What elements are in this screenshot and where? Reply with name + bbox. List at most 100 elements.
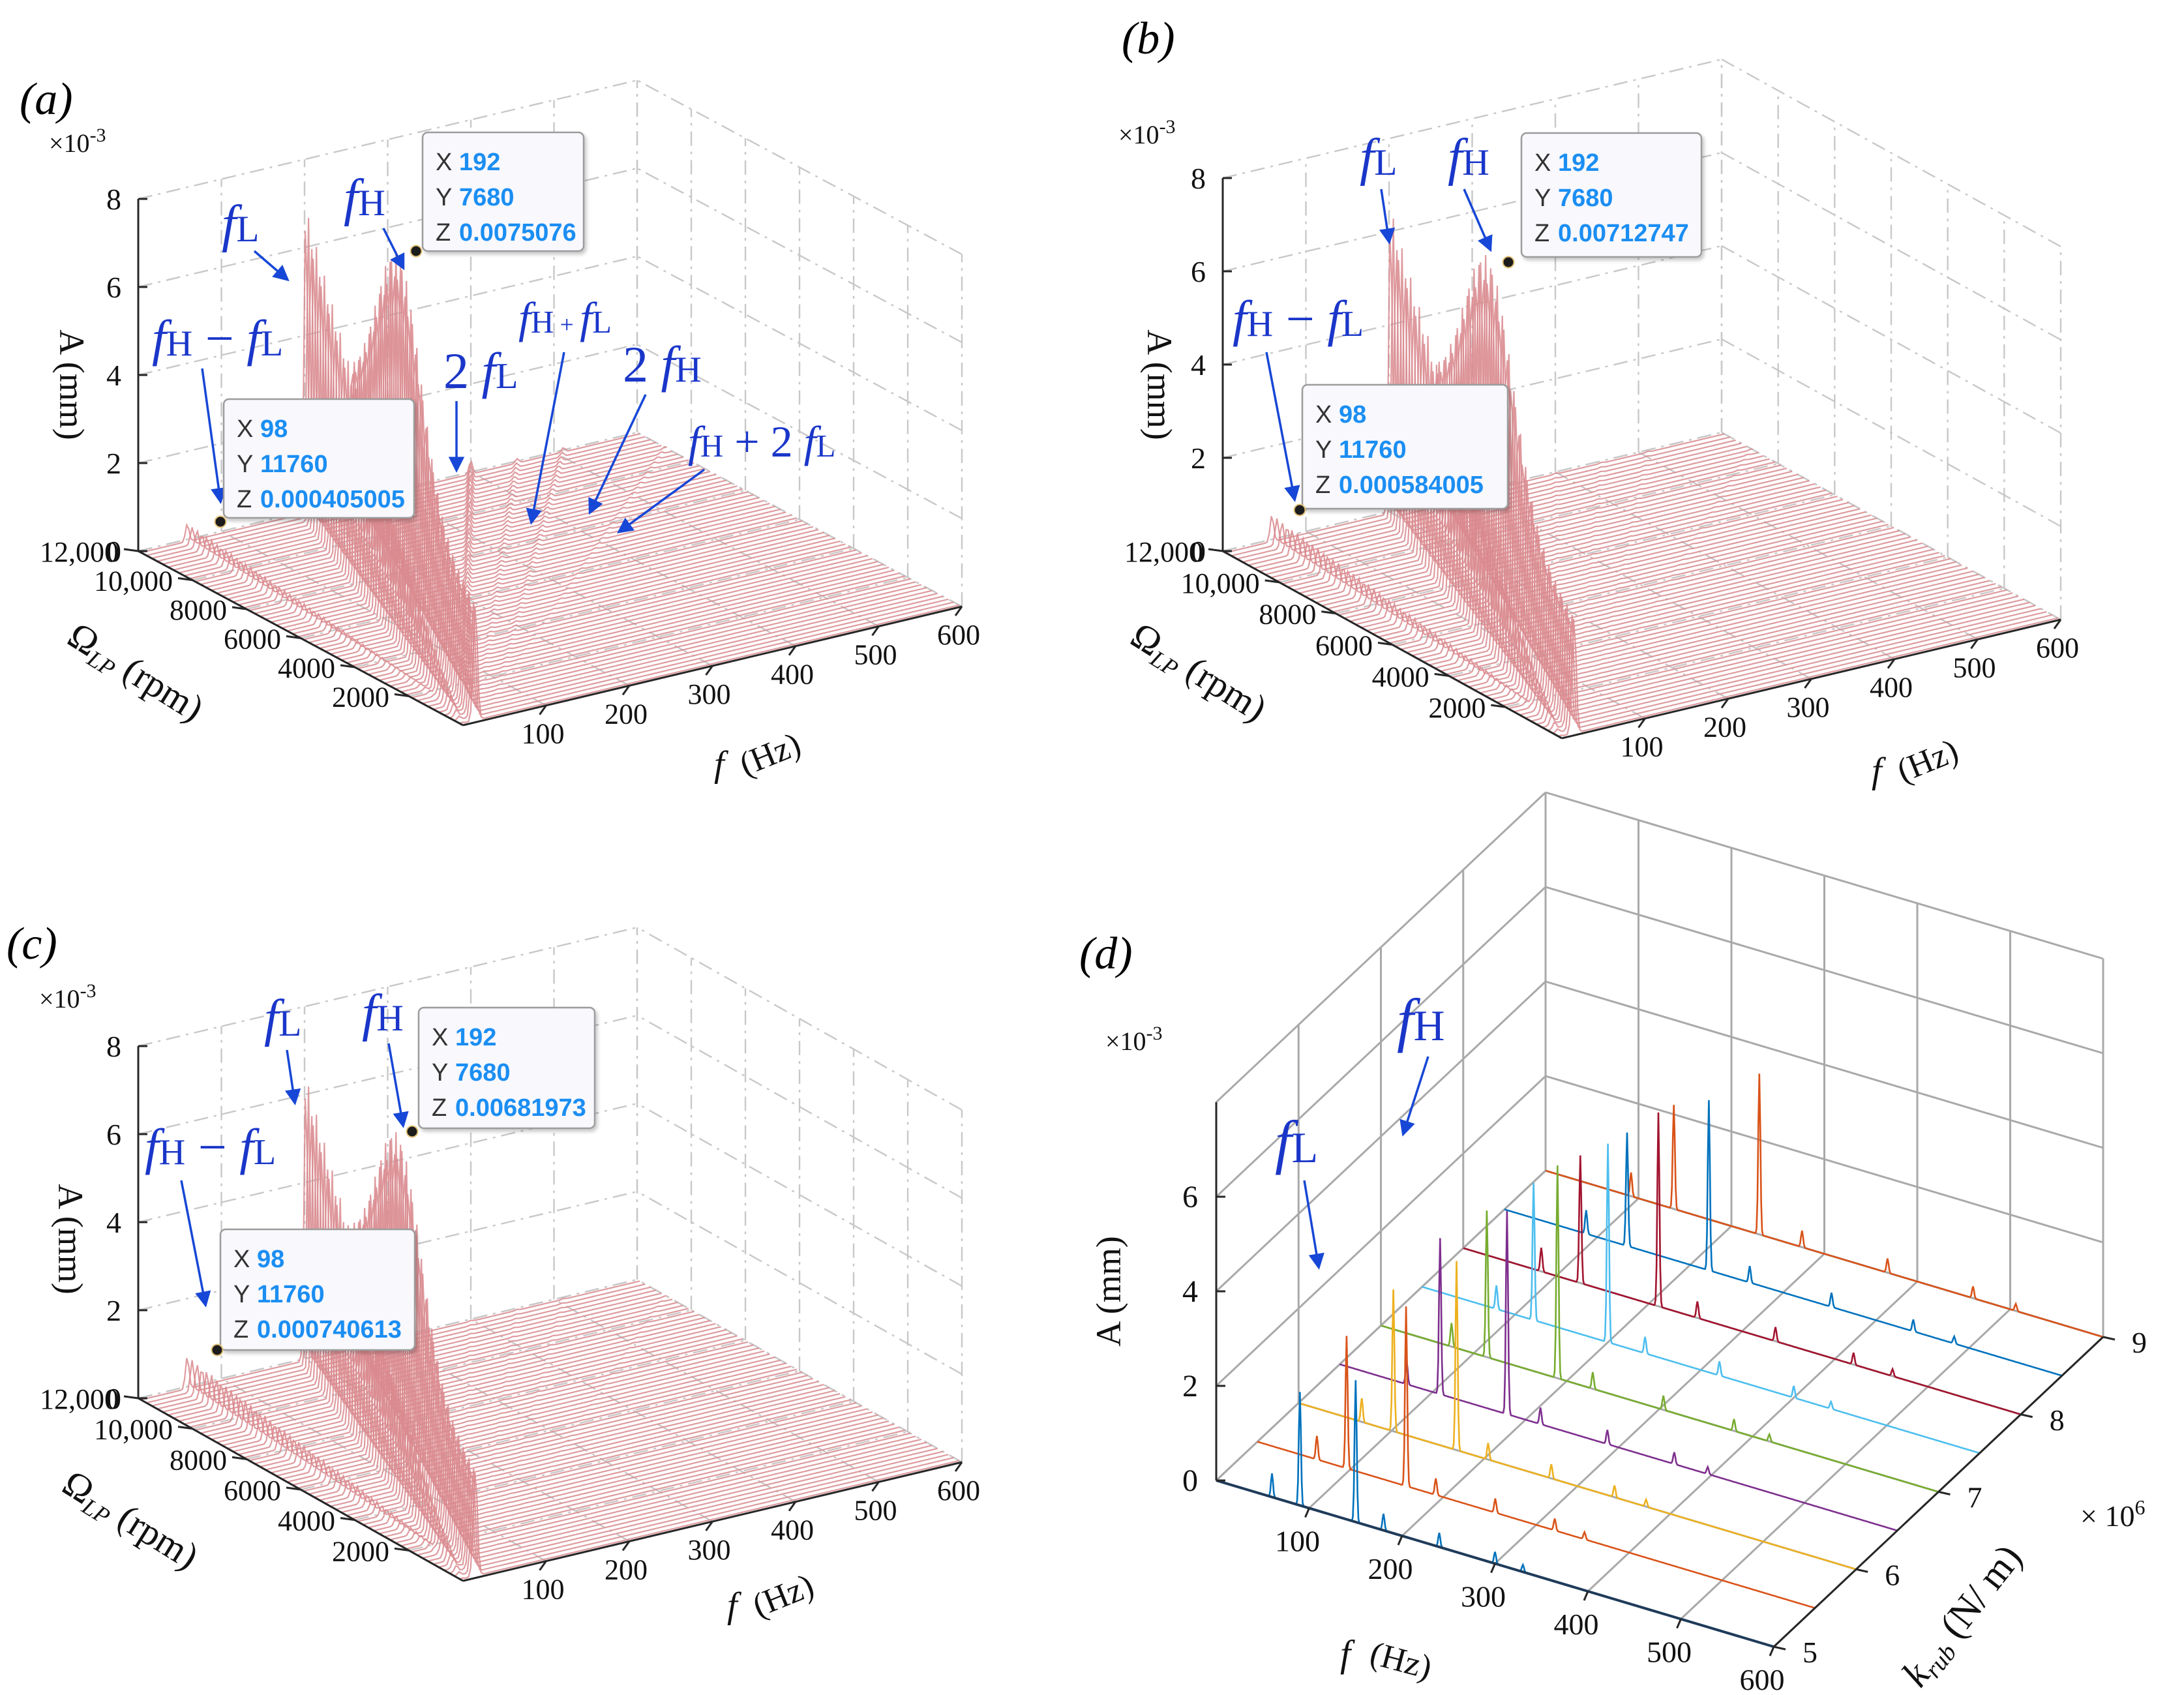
datatip-fH: X 192 Y 7680 Z 0.0075076 <box>421 131 585 252</box>
y-exponent: × 106 <box>2080 1495 2145 1533</box>
waterfall-line <box>1542 604 2041 728</box>
waterfall-line <box>427 1441 927 1562</box>
arrow-fH-minus-fL <box>201 368 227 504</box>
waterfall-line <box>341 457 841 661</box>
x-tick <box>788 645 797 656</box>
panel-d-axes: 100 200 300 400 500 600 f (Hz) 5 6 7 8 9 krub (N/ m) ×… <box>1089 1023 2147 1695</box>
waterfall-line <box>271 1150 770 1474</box>
datatip-marker <box>211 1343 224 1357</box>
y-tick-label: 12,000 <box>40 536 119 568</box>
floor-grid-f <box>470 471 796 647</box>
waterfall-line <box>260 279 760 618</box>
panel-label-c: (c) <box>7 919 57 969</box>
y-tick <box>2102 1336 2116 1341</box>
datatip-marker <box>410 245 423 258</box>
x-tick-label: 400 <box>1870 672 1913 704</box>
y-tick <box>232 606 247 610</box>
waterfall-line <box>287 316 786 632</box>
x-tick <box>539 1560 547 1571</box>
z-axis-label: A (mm) <box>51 1184 90 1295</box>
x-tick <box>871 625 880 637</box>
datatip-key-y: Y <box>237 451 253 478</box>
sidewall-grid-z <box>1721 431 2061 621</box>
waterfall-line <box>406 1426 906 1550</box>
arrow-fH-plus-fL <box>526 352 565 525</box>
waterfall-line <box>292 310 792 635</box>
z-tick-label: 2 <box>106 1294 121 1327</box>
datatip-fH-minus-fL: X 98 Y 11760 Z 0.000405005 <box>222 398 415 519</box>
y-tick-label: 2000 <box>1428 692 1486 724</box>
waterfall-line <box>1349 283 1849 622</box>
y-tick-label: 6000 <box>224 623 281 655</box>
floor-grid-f <box>387 1338 713 1523</box>
y-tick <box>394 693 410 697</box>
z-tick-label: 8 <box>1191 162 1206 195</box>
datatip-key-y: Y <box>436 184 452 211</box>
waterfall-line <box>330 1299 830 1507</box>
waterfall-line <box>400 555 900 693</box>
y-tick <box>286 635 301 639</box>
waterfall-line <box>1406 390 1906 653</box>
waterfall-line <box>443 1450 944 1571</box>
z-exponent: ×10-3 <box>1118 116 1176 149</box>
arrow-fH <box>382 228 405 271</box>
x-axis-label-f: f <box>1340 1632 1355 1675</box>
x-tick <box>1490 1563 1496 1574</box>
waterfall-line <box>352 472 852 667</box>
z-tick-label: 0 <box>106 535 121 568</box>
datatip-value-x: 98 <box>260 415 288 443</box>
waterfall-line <box>238 1140 738 1456</box>
label-2fL: 2 fL <box>443 342 518 399</box>
datatip-value-x: 98 <box>1339 401 1366 428</box>
x-tick <box>621 1540 631 1552</box>
x-tick-label: 100 <box>522 718 565 750</box>
label-fH: fH <box>1397 987 1444 1053</box>
panel-label-b: (b) <box>1122 14 1175 64</box>
sidewall-grid-z <box>1215 886 1547 1198</box>
waterfall-line <box>1446 480 1945 675</box>
waterfall-line <box>243 1138 743 1459</box>
z-exponent: ×10-3 <box>1105 1023 1163 1056</box>
waterfall-line <box>1304 288 1804 597</box>
datatip-box <box>417 1006 596 1130</box>
datatip-value-z: 0.000740613 <box>257 1316 402 1343</box>
sidewall-grid-z <box>636 1014 963 1199</box>
waterfall-line <box>276 296 775 626</box>
sidewall-grid-z <box>636 1190 963 1375</box>
datatip-key-x: X <box>237 415 253 443</box>
z-tick-label: 4 <box>1191 348 1206 382</box>
waterfall-line <box>1531 597 2030 722</box>
arrow-fL <box>1303 1180 1324 1270</box>
waterfall-line <box>454 601 954 721</box>
spectrum-line-2 <box>1298 1261 1857 1570</box>
y-tick-label: 10,000 <box>94 1414 173 1446</box>
x-tick-label: 200 <box>1368 1552 1413 1585</box>
x-tick-label: 500 <box>1953 652 1996 683</box>
z-tick-label: 4 <box>106 1206 121 1239</box>
y-tick-label: 8000 <box>1259 599 1316 631</box>
waterfall-line <box>271 270 770 623</box>
datatip-fH-minus-fL: X 98 Y 11760 Z 0.000740613 <box>219 1228 416 1351</box>
y-tick <box>286 1486 301 1491</box>
z-tick-label: 6 <box>106 271 121 304</box>
z-tick-label: 4 <box>1182 1274 1198 1309</box>
sidewall-grid-z <box>636 926 963 1111</box>
datatip-value-y: 11760 <box>257 1281 325 1308</box>
waterfall-line <box>1315 268 1816 603</box>
waterfall-line <box>211 1167 711 1441</box>
spectrum-line-6 <box>1463 1112 2022 1416</box>
datatip-marker <box>1293 503 1306 517</box>
datatip-key-z: Z <box>237 486 252 513</box>
sidewall-grid-z <box>636 1102 963 1287</box>
y-tick <box>2020 1413 2033 1418</box>
arrow-fL <box>1379 188 1396 245</box>
z-tick-label: 6 <box>1191 255 1206 288</box>
y-tick <box>1855 1568 1868 1573</box>
datatip-value-z: 0.0075076 <box>459 219 576 247</box>
panel-d: (d) 100 200 300 400 500 600 f (Hz) 5 6 7 8 9 krub (N/… <box>1079 791 2147 1695</box>
z-axis-label: A (mm) <box>1089 1236 1128 1347</box>
sidewall-grid-z <box>636 167 963 344</box>
waterfall-line <box>1559 617 2058 737</box>
